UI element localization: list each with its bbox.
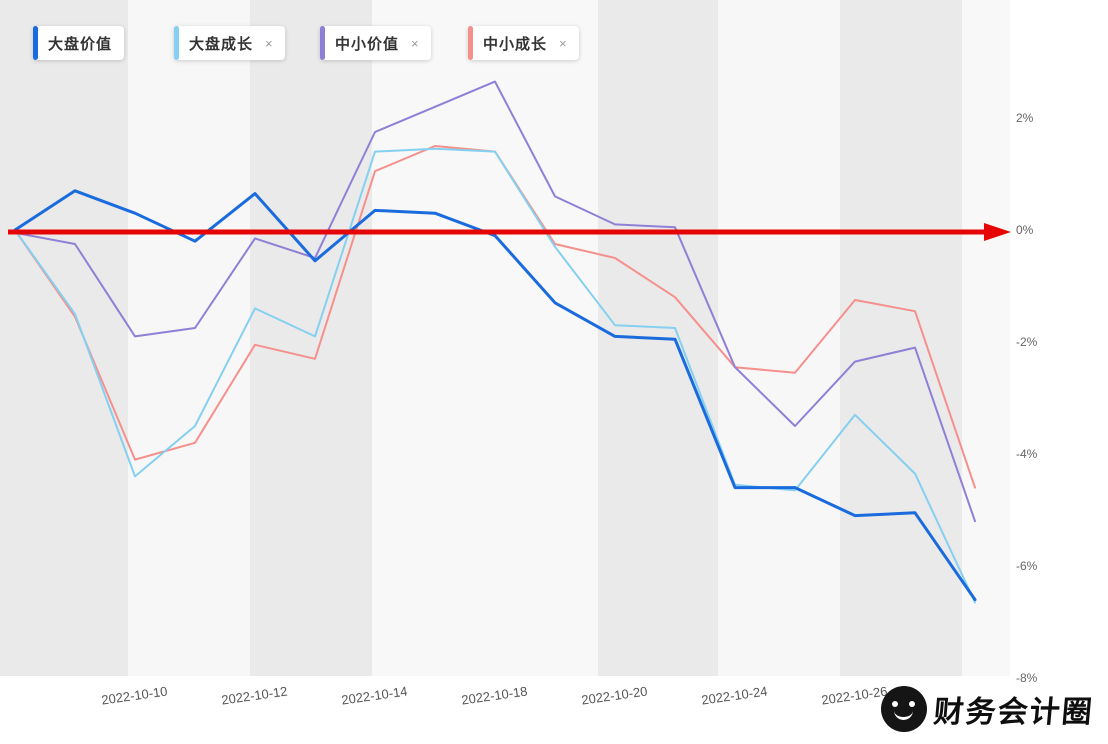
close-icon[interactable]: × (265, 35, 273, 51)
legend-item-label: 大盘价值 (48, 35, 113, 53)
watermark-logo-icon (881, 686, 927, 732)
legend-item-large-cap-growth[interactable]: 大盘成长 × (174, 26, 285, 60)
legend: 大盘价值 大盘成长 × 中小价值 × 中小成长 × (0, 26, 1108, 62)
x-axis-tick-label: 2022-10-10 (100, 683, 168, 707)
watermark-text: 财务会计圈 (932, 696, 1096, 729)
x-axis-tick-label: 2022-10-20 (580, 683, 648, 707)
y-axis-tick-label: -4% (1016, 447, 1038, 461)
background-stripe (840, 0, 962, 676)
background-stripe (962, 0, 1010, 676)
background-stripe (718, 0, 840, 676)
y-axis-tick-label: -8% (1016, 671, 1038, 685)
background-stripe (250, 0, 372, 676)
y-axis-tick-label: -2% (1016, 335, 1038, 349)
legend-color-bar (174, 26, 179, 60)
legend-item-label: 大盘成长 (189, 35, 254, 53)
legend-item-label: 中小价值 (335, 35, 400, 53)
y-axis-tick-label: 2% (1016, 111, 1034, 125)
legend-color-bar (33, 26, 38, 60)
x-axis-tick-label: 2022-10-14 (340, 683, 408, 707)
series-line-中小价值 (14, 80, 976, 523)
background-stripe (0, 0, 128, 676)
legend-color-bar (320, 26, 325, 60)
x-axis-tick-label: 2022-10-24 (700, 683, 768, 707)
close-icon[interactable]: × (559, 35, 567, 51)
close-icon[interactable]: × (411, 35, 419, 51)
background-stripe (372, 0, 598, 676)
legend-item-large-cap-value[interactable]: 大盘价值 (33, 26, 125, 60)
legend-item-mid-small-value[interactable]: 中小价值 × (320, 26, 431, 60)
legend-item-mid-small-growth[interactable]: 中小成长 × (468, 26, 579, 60)
x-axis-tick-label: 2022-10-26 (820, 683, 888, 707)
zero-line-arrowhead (984, 223, 1011, 241)
background-stripe (128, 0, 250, 676)
legend-color-bar (468, 26, 473, 60)
y-axis-tick-label: 0% (1016, 223, 1034, 237)
y-axis-tick-label: -6% (1016, 559, 1038, 573)
x-axis-tick-label: 2022-10-18 (460, 683, 528, 707)
series-line-大盘成长 (14, 147, 976, 604)
watermark: 财务会计圈 (881, 686, 1096, 732)
x-axis-tick-label: 2022-10-12 (220, 683, 288, 707)
legend-item-label: 中小成长 (483, 35, 548, 53)
